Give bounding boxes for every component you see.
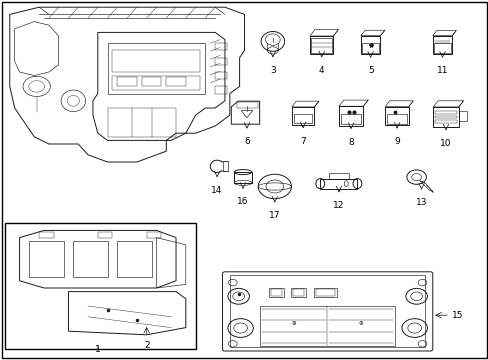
Bar (434, 111, 456, 114)
Bar (215, 43, 227, 50)
Text: 10: 10 (439, 139, 451, 148)
Bar (29, 241, 63, 277)
Text: 13: 13 (415, 198, 427, 207)
Text: 2: 2 (143, 341, 149, 350)
Text: ⊕: ⊕ (358, 321, 363, 327)
Bar (237, 102, 257, 108)
Bar (98, 232, 112, 238)
Bar (362, 42, 378, 53)
Text: 14: 14 (211, 186, 223, 195)
Bar (268, 288, 283, 297)
Text: 5: 5 (367, 66, 373, 75)
Bar (458, 111, 467, 121)
Bar (107, 43, 205, 94)
Bar (234, 172, 251, 183)
Bar (146, 232, 161, 238)
Bar (291, 107, 314, 125)
Bar (313, 288, 337, 297)
Bar (215, 86, 227, 94)
Text: 6: 6 (244, 137, 249, 146)
Bar (311, 38, 331, 53)
Text: 15: 15 (451, 311, 463, 320)
Bar (386, 114, 406, 124)
Bar (117, 77, 137, 86)
Text: 1: 1 (95, 345, 101, 354)
Bar (39, 232, 54, 238)
Bar (385, 107, 408, 125)
Text: 16: 16 (237, 197, 248, 206)
Bar (215, 58, 227, 65)
Bar (73, 241, 107, 277)
Bar (434, 116, 456, 118)
Text: 11: 11 (436, 66, 447, 75)
Bar (260, 306, 394, 346)
Text: 17: 17 (268, 211, 280, 220)
Bar (309, 36, 333, 54)
Bar (215, 72, 227, 79)
Bar (117, 241, 151, 277)
Text: 7: 7 (300, 137, 305, 146)
Bar (290, 288, 305, 297)
Text: ⊕: ⊕ (291, 321, 295, 327)
Bar (270, 289, 281, 296)
Bar (5, 223, 195, 349)
Bar (434, 120, 456, 123)
Text: 3: 3 (269, 66, 275, 75)
Bar (223, 161, 227, 171)
Bar (142, 77, 161, 86)
Bar (112, 76, 200, 90)
Bar (432, 107, 458, 127)
Bar (166, 77, 185, 86)
Bar (432, 36, 451, 54)
Bar (292, 289, 303, 296)
Text: 12: 12 (332, 201, 344, 210)
Bar (360, 36, 380, 54)
Bar (340, 114, 361, 124)
Text: 4: 4 (318, 66, 324, 75)
Bar (293, 114, 312, 123)
Text: 9: 9 (393, 137, 399, 146)
Bar (112, 50, 200, 72)
Bar (320, 179, 357, 189)
Bar (338, 106, 363, 126)
Bar (315, 289, 335, 296)
Bar (229, 275, 425, 347)
Bar (433, 42, 450, 53)
Text: 8: 8 (347, 138, 353, 147)
Bar (107, 108, 176, 137)
